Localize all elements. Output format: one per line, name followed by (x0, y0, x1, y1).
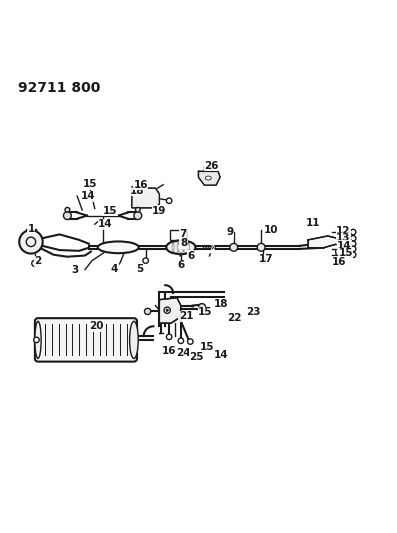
Text: 22: 22 (227, 313, 241, 323)
Text: 24: 24 (176, 348, 191, 358)
Polygon shape (132, 188, 159, 208)
Circle shape (32, 260, 38, 266)
Text: 26: 26 (204, 160, 219, 171)
Circle shape (34, 337, 39, 343)
Text: 19: 19 (152, 206, 167, 216)
Text: 16: 16 (162, 346, 176, 357)
Circle shape (19, 230, 43, 254)
Text: 4: 4 (111, 264, 118, 274)
Circle shape (257, 244, 265, 251)
Circle shape (64, 212, 71, 220)
Text: 18: 18 (214, 300, 228, 310)
Text: 8: 8 (180, 238, 187, 248)
Text: 17: 17 (259, 254, 274, 264)
Text: 23: 23 (246, 306, 260, 317)
Text: 3: 3 (71, 264, 79, 274)
Text: 15: 15 (338, 248, 353, 258)
Text: 18: 18 (129, 186, 144, 196)
Circle shape (351, 236, 356, 241)
Ellipse shape (129, 321, 138, 359)
Text: 15: 15 (198, 308, 213, 317)
Text: 10: 10 (264, 225, 279, 235)
Text: 1: 1 (28, 224, 35, 235)
Circle shape (145, 308, 151, 314)
Text: 16: 16 (133, 180, 148, 190)
Text: 11: 11 (306, 218, 320, 228)
Text: 20: 20 (89, 321, 103, 331)
Text: 15: 15 (83, 179, 98, 189)
Circle shape (143, 258, 148, 263)
Text: 14: 14 (81, 191, 95, 201)
Text: 6: 6 (177, 260, 185, 270)
Circle shape (134, 212, 142, 220)
Text: 7: 7 (179, 229, 187, 239)
Ellipse shape (98, 241, 139, 253)
Text: 5: 5 (136, 264, 143, 274)
Circle shape (166, 309, 168, 311)
Text: 14: 14 (214, 350, 229, 360)
Circle shape (135, 207, 140, 212)
Circle shape (198, 304, 206, 311)
Text: 15: 15 (199, 342, 214, 352)
Text: 13: 13 (336, 233, 351, 244)
Circle shape (166, 334, 172, 340)
Text: 14: 14 (98, 219, 113, 229)
Circle shape (166, 198, 172, 204)
Text: 14: 14 (337, 241, 352, 251)
Text: 2: 2 (35, 256, 42, 266)
Circle shape (178, 338, 184, 343)
Text: 12: 12 (336, 227, 351, 236)
FancyBboxPatch shape (35, 318, 137, 361)
Text: 9: 9 (226, 227, 233, 237)
Text: 6: 6 (187, 251, 194, 261)
Text: 92711 800: 92711 800 (18, 80, 101, 94)
Circle shape (65, 207, 70, 212)
Circle shape (260, 258, 266, 263)
Circle shape (351, 252, 356, 257)
Polygon shape (308, 236, 337, 248)
Text: 16: 16 (331, 257, 346, 267)
Ellipse shape (205, 176, 211, 180)
Text: 25: 25 (189, 352, 204, 361)
Text: 15: 15 (103, 206, 117, 215)
Circle shape (230, 244, 238, 251)
Circle shape (187, 339, 193, 344)
Ellipse shape (166, 240, 196, 254)
Polygon shape (159, 298, 181, 323)
Circle shape (351, 229, 356, 235)
Ellipse shape (35, 321, 41, 359)
Polygon shape (198, 172, 220, 185)
Circle shape (164, 307, 170, 313)
Circle shape (351, 246, 356, 252)
Circle shape (351, 241, 356, 247)
Text: 21: 21 (179, 311, 193, 321)
